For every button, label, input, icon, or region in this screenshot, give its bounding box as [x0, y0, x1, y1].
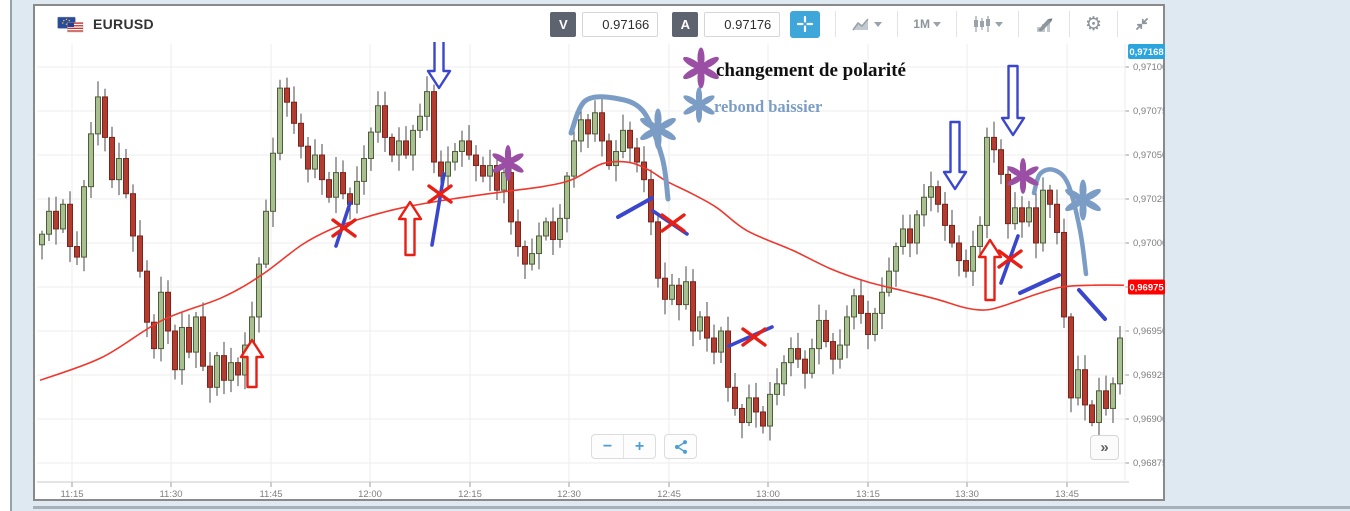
svg-text:12:30: 12:30 [557, 489, 581, 500]
toolbar-separator [1117, 11, 1118, 37]
chart-annotations [239, 42, 1107, 389]
candle-style-button[interactable] [968, 12, 1007, 36]
timeframe-label: 1M [913, 17, 930, 31]
candles-series [39, 76, 1123, 441]
chart-toolbar: EURUSD V 0.97166 A 0.97176 [35, 6, 1163, 42]
svg-text:0,97025: 0,97025 [1133, 194, 1165, 205]
svg-text:0,97000: 0,97000 [1133, 238, 1165, 249]
svg-text:12:15: 12:15 [458, 489, 482, 500]
svg-text:0,96900: 0,96900 [1133, 414, 1165, 425]
chevron-down-icon [874, 21, 883, 27]
chart-window: EURUSD V 0.97166 A 0.97176 [33, 4, 1165, 501]
svg-text:0,97100: 0,97100 [1133, 62, 1165, 73]
settings-button[interactable]: ⚙ [1081, 13, 1106, 36]
share-button[interactable] [664, 434, 697, 459]
pencil-chart-icon [1036, 18, 1053, 32]
svg-text:0,97050: 0,97050 [1133, 150, 1165, 161]
svg-text:11:30: 11:30 [159, 489, 182, 500]
timeframe-button[interactable]: 1M [909, 15, 945, 33]
svg-text:13:30: 13:30 [955, 489, 979, 500]
ma-price-chip: 0,96975 [1128, 279, 1165, 295]
sell-button[interactable]: V [550, 11, 577, 37]
buy-button[interactable]: A [672, 11, 699, 37]
svg-text:13:15: 13:15 [856, 489, 880, 500]
toolbar-separator [1068, 11, 1070, 37]
svg-text:12:00: 12:00 [358, 489, 382, 500]
collapse-button[interactable] [1129, 13, 1155, 35]
left-margin-strip [0, 0, 12, 511]
axis-ticks-labels: 0,97100 0,97075 0,97050 0,97025 0,97000 0,969… [37, 44, 1165, 500]
candlestick-icon [973, 16, 990, 32]
svg-text:11:15: 11:15 [60, 489, 83, 500]
svg-text:0,96950: 0,96950 [1133, 326, 1165, 337]
svg-text:12:45: 12:45 [657, 489, 681, 500]
bid-price: 0.97166 [582, 11, 659, 37]
crosshair-tool-button[interactable] [790, 10, 821, 38]
us-flag-overlay [67, 21, 84, 32]
collapse-icon [1136, 18, 1148, 30]
chevron-down-icon [994, 21, 1003, 27]
svg-text:13:45: 13:45 [1055, 489, 1079, 500]
zoom-in-button[interactable]: + [634, 437, 645, 455]
toolbar-separator [1017, 11, 1019, 37]
symbol-label: EURUSD [93, 16, 154, 32]
instrument-title: EURUSD [57, 16, 154, 33]
svg-text:11:45: 11:45 [259, 489, 282, 500]
bottom-scroll-rail[interactable] [33, 506, 1350, 509]
legend-rebound-label: rebond baissier [714, 97, 822, 116]
chevron-down-icon [932, 21, 941, 27]
line-chart-icon [852, 18, 869, 31]
zoom-out-button[interactable]: − [592, 435, 624, 458]
svg-text:0,97075: 0,97075 [1133, 106, 1165, 117]
svg-text:13:00: 13:00 [756, 489, 780, 500]
current-price-chip: 0,97168 [1128, 44, 1165, 59]
crosshair-icon [797, 15, 814, 33]
chart-type-button[interactable] [847, 13, 886, 35]
svg-text:0,96875: 0,96875 [1133, 458, 1165, 469]
share-icon [674, 439, 687, 454]
toolbar-separator [835, 11, 837, 37]
zoom-controls: − + [591, 434, 656, 459]
toolbar-separator [897, 11, 899, 37]
legend-polarity-label: changement de polarité [716, 60, 906, 81]
ma-price-label: 0,96975 [1129, 283, 1164, 294]
svg-text:0,96925: 0,96925 [1133, 370, 1165, 381]
ask-price: 0.97176 [704, 11, 781, 37]
drawing-tools-button[interactable] [1030, 13, 1058, 36]
gear-icon: ⚙ [1084, 12, 1102, 35]
toolbar-separator [955, 11, 957, 37]
more-button[interactable]: » [1090, 435, 1119, 460]
eurusd-flag-icon [57, 16, 84, 32]
chart-canvas[interactable]: 0,97100 0,97075 0,97050 0,97025 0,97000 0,969… [37, 42, 1165, 500]
moving-average-line [39, 160, 1125, 382]
current-price-label: 0,97168 [1129, 47, 1163, 58]
